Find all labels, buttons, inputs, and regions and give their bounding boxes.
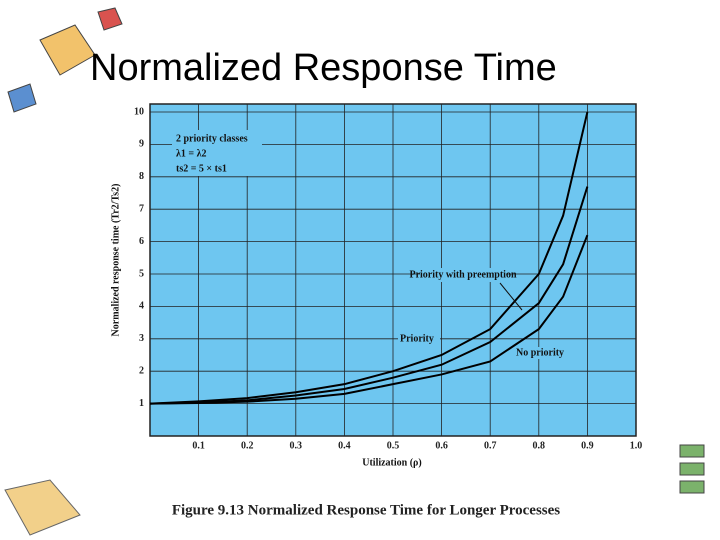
x-tick-label: 0.9 — [581, 440, 594, 451]
y-tick-label: 9 — [139, 139, 144, 150]
series-label: Priority with preemption — [409, 269, 516, 280]
label-bg — [420, 268, 506, 282]
x-axis-label: Utilization (ρ) — [362, 457, 422, 468]
legend-line: λ1 = λ2 — [176, 148, 207, 159]
x-tick-label: 0.5 — [387, 440, 400, 451]
x-tick-label: 0.6 — [435, 440, 448, 451]
y-tick-label: 4 — [139, 301, 144, 312]
series-label: No priority — [516, 347, 564, 358]
caption: Figure 9.13 Normalized Response Time for… — [172, 502, 560, 518]
y-tick-label: 7 — [139, 203, 144, 214]
x-tick-label: 0.2 — [241, 440, 254, 451]
series-line — [149, 111, 589, 405]
y-tick-label: 6 — [139, 236, 144, 247]
x-tick-label: 0.4 — [338, 440, 351, 451]
y-axis-label: Normalized response time (Tr2/Ts2) — [110, 184, 121, 337]
slide-title: Normalized Response Time — [90, 47, 557, 89]
decoration — [4, 7, 705, 536]
x-tick-label: 0.7 — [484, 440, 497, 451]
legend-line: 2 priority classes — [176, 133, 248, 144]
pointer — [499, 282, 523, 311]
y-tick-label: 5 — [139, 268, 144, 279]
y-tick-label: 8 — [139, 171, 144, 182]
x-tick-label: 0.1 — [192, 440, 205, 451]
series-label: Priority — [400, 333, 434, 344]
legend-line: ts2 = 5 × ts1 — [176, 163, 227, 174]
x-tick-label: 0.3 — [290, 440, 303, 451]
y-tick-label: 3 — [139, 333, 144, 344]
label-bg — [514, 347, 574, 359]
y-tick-label: 1 — [139, 398, 144, 409]
series-line — [149, 234, 589, 405]
label-bg — [398, 333, 440, 345]
y-tick-label: 2 — [139, 365, 144, 376]
x-tick-label: 1.0 — [630, 440, 643, 451]
legend-box — [172, 130, 262, 176]
x-tick-label: 0.8 — [533, 440, 546, 451]
y-tick-label: 10 — [134, 106, 144, 117]
